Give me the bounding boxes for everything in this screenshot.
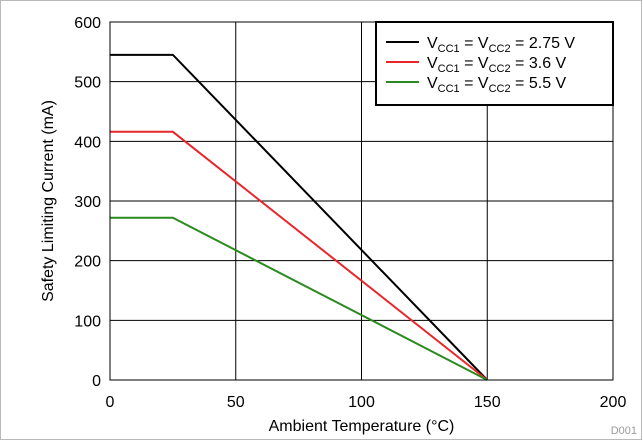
y-tick-label: 600 — [74, 15, 101, 32]
y-tick-label: 300 — [74, 194, 101, 211]
legend-box — [375, 21, 614, 106]
x-tick-label: 50 — [227, 394, 245, 411]
series-line — [110, 216, 488, 381]
y-tick-label: 500 — [74, 75, 101, 92]
series-line — [110, 53, 488, 381]
x-tick-label: 0 — [106, 394, 115, 411]
y-tick-label: 200 — [74, 254, 101, 271]
x-tick-label: 150 — [474, 394, 501, 411]
y-tick-label: 0 — [92, 373, 101, 390]
y-axis-label: Safety Limiting Current (mA) — [40, 100, 57, 302]
series-lines — [110, 53, 488, 381]
y-tick-label: 400 — [74, 134, 101, 151]
series-line — [110, 130, 488, 381]
x-axis-ticks: 0 50 100 150 200 — [106, 394, 627, 411]
x-axis-label: Ambient Temperature (°C) — [269, 418, 455, 435]
legend-entry: VCC1 = VCC2 = 3.6 V — [427, 55, 567, 75]
y-tick-label: 100 — [74, 313, 101, 330]
figure-id: D001 — [611, 425, 637, 437]
legend-entry: VCC1 = VCC2 = 5.5 V — [427, 75, 567, 95]
legend-entry: VCC1 = VCC2 = 2.75 V — [427, 35, 575, 55]
y-axis-ticks: 0 100 200 300 400 500 600 — [74, 15, 101, 390]
x-tick-label: 100 — [348, 394, 375, 411]
x-tick-label: 200 — [600, 394, 627, 411]
plot-area — [109, 21, 614, 381]
